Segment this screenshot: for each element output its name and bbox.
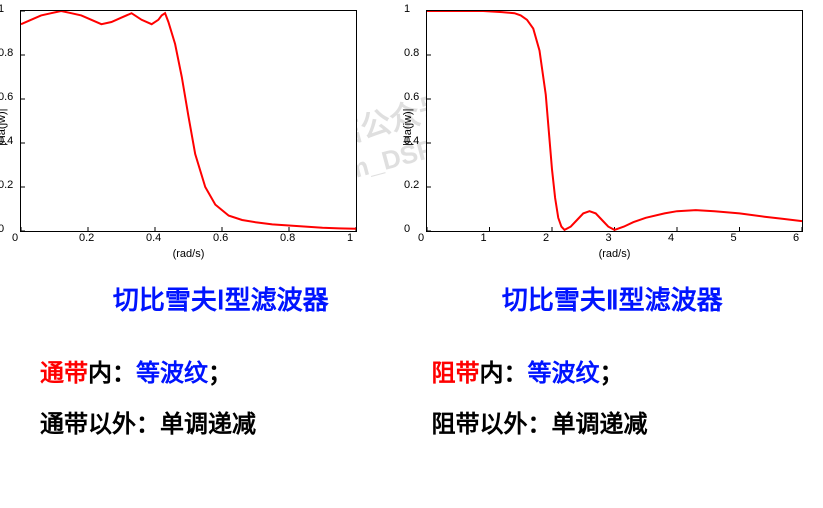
chart1-plot bbox=[20, 10, 357, 232]
ytick-label: 0 bbox=[0, 223, 4, 235]
ytick-label: 1 bbox=[0, 3, 4, 15]
chart1-xlabel: (rad/s) bbox=[173, 248, 205, 260]
ytick-label: 0.4 bbox=[0, 135, 13, 147]
chart2-svg bbox=[427, 11, 802, 231]
text-part: 内： bbox=[88, 360, 136, 387]
xtick-label: 0.2 bbox=[79, 232, 94, 244]
text-part: 通带以外：单调递减 bbox=[40, 411, 256, 438]
caption-left-title: 切比雪夫Ⅰ型滤波器 bbox=[40, 280, 402, 317]
ytick-label: 0.4 bbox=[404, 135, 419, 147]
text-part: 等波纹 bbox=[136, 360, 208, 387]
ytick-label: 0.8 bbox=[404, 47, 419, 59]
chart1-svg bbox=[21, 11, 356, 231]
text-part: ； bbox=[600, 360, 624, 387]
ytick-label: 1 bbox=[404, 3, 410, 15]
text-part: 阻带 bbox=[432, 360, 480, 387]
caption-left-line1: 通带内：等波纹； bbox=[40, 353, 402, 388]
xtick-label: 4 bbox=[668, 232, 674, 244]
text-part: 阻带以外：单调递减 bbox=[432, 411, 648, 438]
xtick-label: 2 bbox=[543, 232, 549, 244]
xtick-label: 0.6 bbox=[213, 232, 228, 244]
ytick-label: 0.2 bbox=[404, 179, 419, 191]
caption-left: 切比雪夫Ⅰ型滤波器 通带内：等波纹； 通带以外：单调递减 bbox=[30, 280, 402, 439]
text-part: 内： bbox=[480, 360, 528, 387]
text-part: 通带 bbox=[40, 360, 88, 387]
chart2-xlabel: (rad/s) bbox=[599, 248, 631, 260]
xtick-label: 3 bbox=[606, 232, 612, 244]
caption-right-line1: 阻带内：等波纹； bbox=[432, 353, 794, 388]
ytick-label: 0.8 bbox=[0, 47, 13, 59]
charts-row: |Ha(jw)| 00.20.40.60.81 00.20.40.60.81 (… bbox=[0, 0, 823, 260]
ytick-label: 0.6 bbox=[404, 91, 419, 103]
text-part: ； bbox=[208, 360, 232, 387]
xtick-label: 5 bbox=[731, 232, 737, 244]
caption-right-line2: 阻带以外：单调递减 bbox=[432, 404, 794, 439]
xtick-label: 1 bbox=[347, 232, 353, 244]
xtick-label: 6 bbox=[793, 232, 799, 244]
xtick-label: 0 bbox=[418, 232, 424, 244]
chart1-wrap: |Ha(jw)| 00.20.40.60.81 00.20.40.60.81 (… bbox=[20, 10, 357, 260]
caption-right-title: 切比雪夫Ⅱ型滤波器 bbox=[432, 280, 794, 317]
chart2-wrap: |Ha(jw)| 0123456 00.20.40.60.81 (rad/s) bbox=[426, 10, 803, 260]
text-part: 等波纹 bbox=[528, 360, 600, 387]
chart2-plot bbox=[426, 10, 803, 232]
caption-right: 切比雪夫Ⅱ型滤波器 阻带内：等波纹； 阻带以外：单调递减 bbox=[402, 280, 794, 439]
xtick-label: 0.8 bbox=[280, 232, 295, 244]
xtick-label: 0 bbox=[12, 232, 18, 244]
ytick-label: 0.6 bbox=[0, 91, 13, 103]
xtick-label: 0.4 bbox=[146, 232, 161, 244]
ytick-label: 0.2 bbox=[0, 179, 13, 191]
ytick-label: 0 bbox=[404, 223, 410, 235]
captions-row: 切比雪夫Ⅰ型滤波器 通带内：等波纹； 通带以外：单调递减 切比雪夫Ⅱ型滤波器 阻… bbox=[0, 260, 823, 439]
caption-left-line2: 通带以外：单调递减 bbox=[40, 404, 402, 439]
xtick-label: 1 bbox=[481, 232, 487, 244]
